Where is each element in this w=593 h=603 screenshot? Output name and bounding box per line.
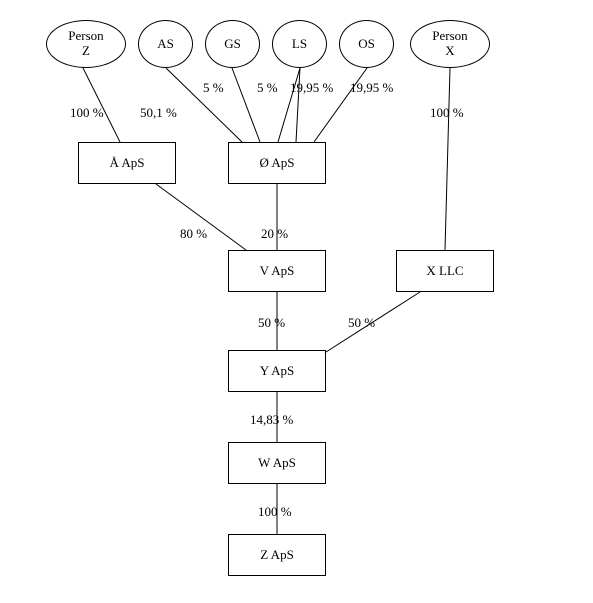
node-label: W ApS (258, 456, 296, 471)
edge-pct-label: 100 % (430, 105, 464, 121)
node-LS: LS (272, 20, 327, 68)
edge-pct-label: 50 % (348, 315, 375, 331)
edge-pct-label: 80 % (180, 226, 207, 242)
node-OApS: Ø ApS (228, 142, 326, 184)
node-label: GS (224, 37, 241, 52)
node-label: PersonX (432, 29, 467, 59)
node-personX: PersonX (410, 20, 490, 68)
node-label: AS (157, 37, 174, 52)
edge (232, 68, 260, 142)
edge-pct-label: 19,95 % (350, 80, 393, 96)
edge (445, 68, 450, 250)
node-ZApS: Z ApS (228, 534, 326, 576)
node-XLLC: X LLC (396, 250, 494, 292)
node-YApS: Y ApS (228, 350, 326, 392)
node-OS: OS (339, 20, 394, 68)
edge-pct-label: 19,95 % (290, 80, 333, 96)
node-label: X LLC (426, 264, 463, 279)
node-label: PersonZ (68, 29, 103, 59)
edge-pct-label: 20 % (261, 226, 288, 242)
edge-pct-label: 100 % (70, 105, 104, 121)
edge-pct-label: 50 % (258, 315, 285, 331)
node-label: Ø ApS (259, 156, 294, 171)
edge-pct-label: 50,1 % (140, 105, 177, 121)
node-label: OS (358, 37, 375, 52)
node-AApS: Å ApS (78, 142, 176, 184)
edge-pct-label: 5 % (203, 80, 224, 96)
node-VApS: V ApS (228, 250, 326, 292)
node-GS: GS (205, 20, 260, 68)
node-label: Y ApS (260, 364, 295, 379)
edge-pct-label: 14,83 % (250, 412, 293, 428)
node-label: Å ApS (109, 156, 144, 171)
node-AS: AS (138, 20, 193, 68)
node-personZ: PersonZ (46, 20, 126, 68)
node-label: LS (292, 37, 307, 52)
node-WApS: W ApS (228, 442, 326, 484)
node-label: Z ApS (260, 548, 294, 563)
node-label: V ApS (260, 264, 295, 279)
edge-pct-label: 100 % (258, 504, 292, 520)
edge-pct-label: 5 % (257, 80, 278, 96)
